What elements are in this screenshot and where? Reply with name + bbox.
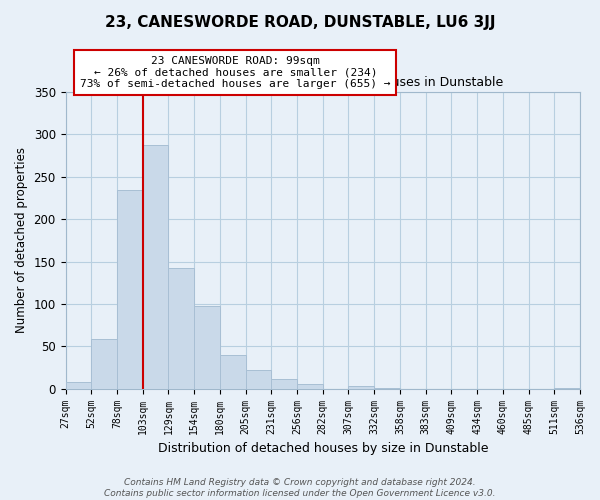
- Bar: [143, 144, 169, 388]
- Bar: [91, 338, 117, 388]
- Bar: [297, 384, 323, 388]
- Bar: [65, 382, 91, 388]
- Bar: [245, 370, 271, 388]
- Title: Size of property relative to detached houses in Dunstable: Size of property relative to detached ho…: [142, 76, 503, 90]
- X-axis label: Distribution of detached houses by size in Dunstable: Distribution of detached houses by size …: [158, 442, 488, 455]
- Text: 23, CANESWORDE ROAD, DUNSTABLE, LU6 3JJ: 23, CANESWORDE ROAD, DUNSTABLE, LU6 3JJ: [105, 15, 495, 30]
- Bar: [220, 355, 245, 388]
- Text: Contains HM Land Registry data © Crown copyright and database right 2024.
Contai: Contains HM Land Registry data © Crown c…: [104, 478, 496, 498]
- Bar: [169, 268, 194, 388]
- Text: 23 CANESWORDE ROAD: 99sqm
← 26% of detached houses are smaller (234)
73% of semi: 23 CANESWORDE ROAD: 99sqm ← 26% of detac…: [80, 56, 391, 89]
- Bar: [117, 190, 143, 388]
- Y-axis label: Number of detached properties: Number of detached properties: [15, 148, 28, 334]
- Bar: [194, 306, 220, 388]
- Bar: [349, 386, 374, 388]
- Bar: [271, 378, 297, 388]
